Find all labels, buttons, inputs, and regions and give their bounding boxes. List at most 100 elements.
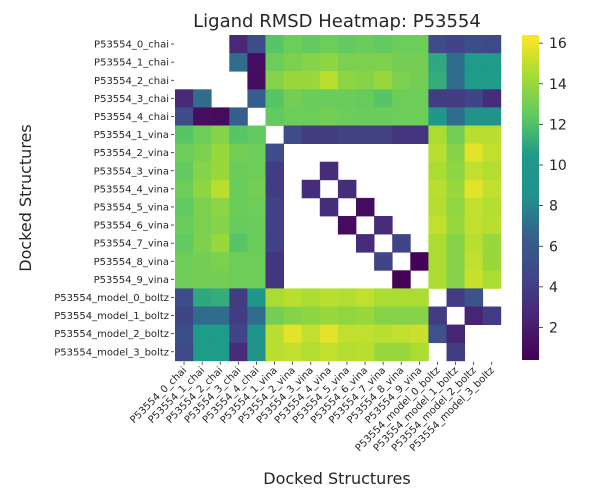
heatmap-cell — [229, 342, 248, 362]
heatmap-cell — [283, 89, 303, 108]
heatmap-cell — [247, 161, 266, 181]
heatmap-cell — [482, 306, 502, 325]
heatmap-cell — [337, 35, 357, 54]
heatmap-cell — [247, 143, 266, 163]
heatmap-cell — [265, 252, 284, 271]
heatmap-cell — [283, 53, 303, 72]
heatmap-cell — [211, 197, 230, 217]
heatmap-cell — [392, 107, 411, 126]
colorbar-tick-label: 12 — [549, 117, 567, 133]
heatmap-cell — [446, 234, 465, 253]
heatmap-cell — [247, 125, 266, 144]
y-tick-label: P53554_1_chai — [94, 58, 169, 69]
heatmap-cell — [356, 125, 375, 144]
heatmap-cell — [283, 35, 303, 54]
heatmap-cell — [175, 216, 194, 235]
heatmap-cell — [482, 89, 502, 108]
heatmap-cell — [482, 35, 502, 54]
heatmap-cell — [392, 342, 411, 362]
heatmap-cell — [175, 288, 194, 307]
y-tick-label: P53554_2_vina — [94, 148, 169, 159]
heatmap-cell — [428, 306, 447, 325]
heatmap-cell — [337, 324, 357, 344]
heatmap-cell — [193, 306, 212, 325]
heatmap-cell — [446, 53, 465, 72]
heatmap-cell — [482, 161, 502, 181]
heatmap-cell — [175, 342, 194, 362]
heatmap-cell — [175, 197, 194, 217]
heatmap-cell — [175, 89, 194, 108]
heatmap-cell — [428, 125, 447, 144]
heatmap-cell — [410, 107, 429, 126]
heatmap-cell — [464, 288, 484, 307]
colorbar-tick-label: 16 — [549, 36, 567, 52]
heatmap-cell — [229, 252, 248, 271]
heatmap-cell — [211, 306, 230, 325]
colorbar-tick-label: 2 — [549, 321, 558, 337]
heatmap-cell — [446, 89, 465, 108]
heatmap-cell — [211, 252, 230, 271]
heatmap-cell — [392, 324, 411, 344]
heatmap-cell — [410, 35, 429, 54]
heatmap-cell — [265, 71, 284, 90]
heatmap-cell — [301, 71, 321, 90]
heatmap-cell — [374, 35, 393, 54]
heatmap-cell — [464, 179, 484, 199]
y-axis-label: Docked Structures — [16, 124, 35, 271]
y-tick-label: P53554_5_vina — [94, 202, 169, 213]
x-axis-ticks: P53554_0_chaiP53554_1_chaiP53554_2_chaiP… — [128, 361, 497, 454]
heatmap-cell — [356, 71, 375, 90]
heatmap-cell — [229, 107, 248, 126]
heatmap-cell — [229, 143, 248, 163]
heatmap-cell — [428, 270, 447, 289]
heatmap-cell — [410, 324, 429, 344]
heatmap-cell — [175, 107, 194, 126]
heatmap-cell — [410, 89, 429, 108]
colorbar-ticks: 2 4 6 8 10 12 14 16 — [539, 36, 567, 337]
heatmap-cell — [428, 252, 447, 271]
heatmap-cell — [265, 270, 284, 289]
heatmap-cell — [337, 179, 357, 199]
heatmap-cell — [319, 89, 339, 108]
heatmap-cell — [193, 161, 212, 181]
heatmap-cell — [446, 161, 465, 181]
heatmap-cell — [175, 234, 194, 253]
heatmap-cell — [464, 143, 484, 163]
y-tick-label: P53554_model_0_boltz — [54, 293, 169, 304]
heatmap-cell — [337, 288, 357, 307]
heatmap-cell — [446, 179, 465, 199]
heatmap-cell — [482, 179, 502, 199]
colorbar — [522, 35, 539, 360]
y-tick-label: P53554_1_vina — [94, 130, 169, 141]
heatmap-cell — [319, 35, 339, 54]
x-axis-label: Docked Structures — [263, 469, 410, 488]
heatmap-cell — [356, 324, 375, 344]
y-tick-label: P53554_3_vina — [94, 166, 169, 177]
heatmap-cell — [464, 216, 484, 235]
heatmap-cell — [392, 234, 411, 253]
heatmap-cell — [193, 270, 212, 289]
heatmap-cell — [247, 270, 266, 289]
heatmap-cell — [283, 342, 303, 362]
heatmap-cell — [374, 89, 393, 108]
y-tick-label: P53554_model_2_boltz — [54, 329, 169, 340]
heatmap-cell — [193, 252, 212, 271]
heatmap-cell — [211, 324, 230, 344]
heatmap-cell — [211, 107, 230, 126]
heatmap-cell — [193, 143, 212, 163]
heatmap-cell — [410, 71, 429, 90]
heatmap-cell — [464, 53, 484, 72]
heatmap-cell — [337, 107, 357, 126]
heatmap-cell — [464, 197, 484, 217]
heatmap-cell — [247, 216, 266, 235]
heatmap-cell — [428, 197, 447, 217]
y-tick-label: P53554_4_chai — [94, 112, 169, 123]
heatmap-cell — [301, 125, 321, 144]
heatmap-cell — [356, 288, 375, 307]
colorbar-tick-label: 14 — [549, 77, 567, 93]
heatmap-cell — [247, 53, 266, 72]
heatmap-cell — [211, 161, 230, 181]
heatmap-cell — [464, 125, 484, 144]
heatmap-cell — [265, 216, 284, 235]
heatmap-cell — [247, 71, 266, 90]
